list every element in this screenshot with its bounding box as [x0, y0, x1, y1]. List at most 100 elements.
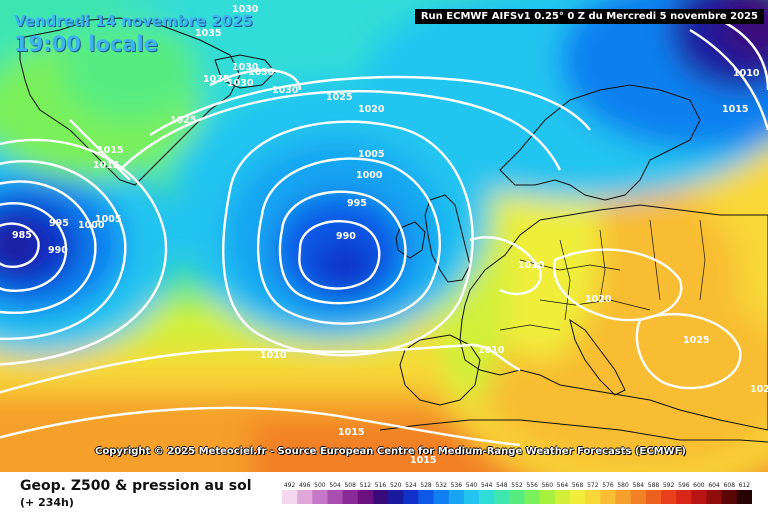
scale-label: 536 — [451, 482, 463, 489]
isobar-central-1005 — [222, 120, 474, 357]
isobar-1020-europe — [553, 248, 683, 322]
isobar-label: 1030 — [232, 62, 259, 73]
isobar-label: 1030 — [248, 67, 275, 78]
scale-swatch — [661, 490, 677, 504]
isobar-label: 1005 — [358, 149, 384, 160]
isobar-label: 1015 — [722, 104, 748, 115]
scale-swatch — [418, 490, 434, 504]
copyright-notice: Copyright © 2025 Meteociel.fr - Source E… — [95, 446, 686, 457]
scale-label: 532 — [435, 482, 447, 489]
scale-swatch — [433, 490, 450, 504]
scale-label: 540 — [466, 482, 478, 489]
isobar-label: 1025 — [170, 115, 196, 126]
lead-time: (+ 234h) — [20, 496, 74, 509]
isobar-label: 1020 — [585, 294, 612, 305]
isobar-label: 1020 — [358, 104, 385, 115]
scale-label: 600 — [693, 482, 705, 489]
isobar-west-995 — [0, 180, 97, 314]
scale-swatch — [509, 490, 525, 504]
isobar-1015-south — [0, 406, 521, 447]
scale-label: 580 — [617, 482, 629, 489]
scale-label: 588 — [648, 482, 660, 489]
isobar-label: 1010 — [518, 260, 545, 271]
isobar-label: 1035 — [195, 28, 221, 39]
scale-swatch — [585, 490, 601, 504]
scale-swatch — [676, 490, 692, 504]
forecast-time: 19:00 locale — [14, 32, 158, 56]
scale-swatch — [342, 490, 359, 504]
coast-iceland — [214, 54, 276, 89]
scale-swatch — [600, 490, 616, 504]
isobar-central-990 — [298, 220, 381, 290]
isobar-west-990 — [0, 202, 68, 292]
isobar-west-1005 — [0, 138, 168, 366]
isobar-label: 990 — [336, 231, 356, 242]
scale-swatch — [282, 490, 298, 504]
isobar-label: 1015 — [338, 427, 364, 438]
scale-swatch — [630, 490, 647, 504]
coast-iberia — [399, 334, 481, 406]
isobar-label: 1000 — [78, 220, 105, 231]
land-masses — [19, 17, 768, 443]
scale-swatch — [373, 490, 389, 504]
coast-north-africa — [379, 419, 768, 443]
isobar-label: 1015 — [93, 160, 119, 171]
isobar-label: 1010 — [260, 350, 287, 361]
isobar-label: 102 — [750, 384, 768, 395]
isobars — [0, 18, 768, 447]
scale-label: 528 — [420, 482, 432, 489]
isobar-label: 1015 — [410, 455, 436, 466]
scale-swatch — [539, 490, 556, 504]
isobar-labels: 1030 1035 1030 1030 1035 1030 1030 1025 … — [12, 4, 768, 466]
isobar-arc-1030 — [209, 69, 302, 91]
scale-swatch — [327, 490, 343, 504]
coast-italy — [569, 318, 626, 396]
scale-label: 512 — [360, 482, 372, 489]
chart-title: Geop. Z500 & pression au sol — [20, 478, 252, 494]
isobar-label: 1030 — [227, 78, 254, 89]
isobar-1010-south — [0, 343, 521, 394]
isobar-west-1000 — [0, 160, 127, 340]
coast-greenland — [19, 17, 241, 186]
scale-swatch — [524, 490, 541, 504]
isobar-north-1015 — [689, 28, 768, 131]
isobar-arc-1025 — [149, 75, 591, 137]
forecast-date: Vendredi 14 novembre 2025 — [14, 12, 253, 30]
scale-swatch — [736, 490, 752, 504]
isobar-label: 1015 — [97, 145, 123, 156]
scale-swatch — [463, 490, 480, 504]
scale-label: 508 — [344, 482, 356, 489]
scale-label: 544 — [481, 482, 493, 489]
isobar-label: 990 — [48, 245, 68, 256]
scale-swatch — [403, 490, 419, 504]
scale-label: 572 — [587, 482, 599, 489]
isobar-1010-europe — [469, 236, 542, 296]
scale-swatch — [357, 490, 374, 504]
scale-label: 612 — [739, 482, 751, 489]
scale-label: 564 — [557, 482, 569, 489]
isobar-label: 985 — [12, 230, 32, 241]
isobar-label: 1030 — [232, 4, 259, 15]
scale-label: 552 — [511, 482, 523, 489]
isobar-greenland-1015 — [69, 119, 131, 181]
isobar-label: 1005 — [95, 214, 121, 225]
forecast-map: 1030 1035 1030 1030 1035 1030 1030 1025 … — [0, 0, 768, 472]
scale-label: 556 — [526, 482, 538, 489]
coast-ireland — [395, 221, 426, 259]
scale-label: 504 — [329, 482, 341, 489]
scale-label: 596 — [678, 482, 690, 489]
scale-label: 520 — [390, 482, 402, 489]
scale-label: 560 — [542, 482, 554, 489]
isobar-label: 1010 — [478, 345, 505, 356]
isobar-label: 1025 — [326, 92, 352, 103]
scale-label: 516 — [375, 482, 387, 489]
isobar-west-985 — [0, 222, 40, 268]
scale-label: 568 — [572, 482, 584, 489]
scale-label: 496 — [299, 482, 311, 489]
scale-swatch — [297, 490, 313, 504]
scale-label: 492 — [284, 482, 296, 489]
scale-swatch — [494, 490, 510, 504]
scale-label: 500 — [314, 482, 326, 489]
coast-europe — [459, 204, 768, 431]
